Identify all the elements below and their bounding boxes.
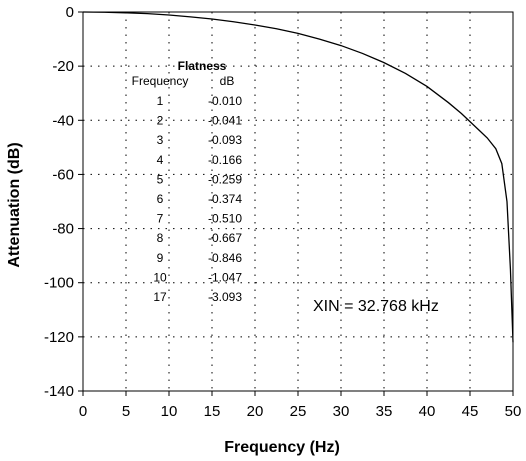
flatness-row-frequency: 10 bbox=[153, 270, 167, 284]
x-tick-label: 25 bbox=[290, 403, 307, 420]
y-tick-label: -60 bbox=[52, 166, 74, 183]
x-tick-label: 50 bbox=[505, 403, 522, 420]
x-tick-label: 35 bbox=[376, 403, 393, 420]
flatness-col-frequency: Frequency bbox=[132, 74, 189, 88]
flatness-row-db: -0.846 bbox=[208, 251, 242, 265]
flatness-row-frequency: 6 bbox=[157, 192, 164, 206]
flatness-row-frequency: 17 bbox=[153, 290, 167, 304]
flatness-row-frequency: 5 bbox=[157, 172, 164, 186]
y-axis: 0 -20 -40 -60 -80 -100 -120 -140 bbox=[44, 4, 83, 400]
y-tick-label: 0 bbox=[66, 4, 74, 21]
y-axis-title: Attenuation (dB) bbox=[6, 142, 23, 267]
x-axis-title: Frequency (Hz) bbox=[224, 439, 340, 456]
x-tick-label: 30 bbox=[333, 403, 350, 420]
x-tick-label: 0 bbox=[79, 403, 87, 420]
x-tick-label: 40 bbox=[419, 403, 436, 420]
flatness-row-db: -1.047 bbox=[208, 270, 242, 284]
x-tick-label: 45 bbox=[462, 403, 479, 420]
flatness-row-db: -0.667 bbox=[208, 231, 242, 245]
y-tick-label: -100 bbox=[44, 275, 74, 292]
flatness-row-frequency: 8 bbox=[157, 231, 164, 245]
flatness-row-db: -0.374 bbox=[208, 192, 242, 206]
x-axis: 0 5 10 15 20 25 30 35 40 45 50 bbox=[79, 391, 522, 420]
flatness-row-db: -0.259 bbox=[208, 172, 242, 186]
flatness-row-db: -0.041 bbox=[208, 114, 242, 128]
y-tick-label: -120 bbox=[44, 329, 74, 346]
flatness-row-frequency: 2 bbox=[157, 114, 164, 128]
y-tick-label: -140 bbox=[44, 383, 74, 400]
flatness-row-frequency: 4 bbox=[157, 153, 164, 167]
attenuation-curve bbox=[82, 11, 514, 343]
flatness-row-frequency: 9 bbox=[157, 251, 164, 265]
grid bbox=[83, 12, 513, 391]
flatness-row-db: -0.166 bbox=[208, 153, 242, 167]
x-tick-label: 20 bbox=[247, 403, 264, 420]
x-tick-label: 15 bbox=[204, 403, 221, 420]
flatness-table: Flatness Frequency dB 1 -0.010 2 -0.041 3 -0.… bbox=[132, 59, 243, 304]
y-tick-label: -40 bbox=[52, 112, 74, 129]
x-tick-label: 10 bbox=[161, 403, 178, 420]
flatness-row-frequency: 1 bbox=[157, 94, 164, 108]
plot-frame bbox=[82, 11, 514, 392]
flatness-row-frequency: 3 bbox=[157, 133, 164, 147]
flatness-col-db: dB bbox=[220, 74, 235, 88]
flatness-row-db: -0.510 bbox=[208, 212, 242, 226]
xin-annotation: XIN = 32.768 kHz bbox=[313, 298, 439, 315]
y-tick-label: -20 bbox=[52, 58, 74, 75]
x-tick-label: 5 bbox=[122, 403, 130, 420]
flatness-table-title: Flatness bbox=[178, 59, 227, 73]
flatness-row-frequency: 7 bbox=[157, 212, 164, 226]
flatness-row-db: -0.010 bbox=[208, 94, 242, 108]
flatness-row-db: -0.093 bbox=[208, 133, 242, 147]
flatness-row-db: -3.093 bbox=[208, 290, 242, 304]
y-tick-label: -80 bbox=[52, 221, 74, 238]
